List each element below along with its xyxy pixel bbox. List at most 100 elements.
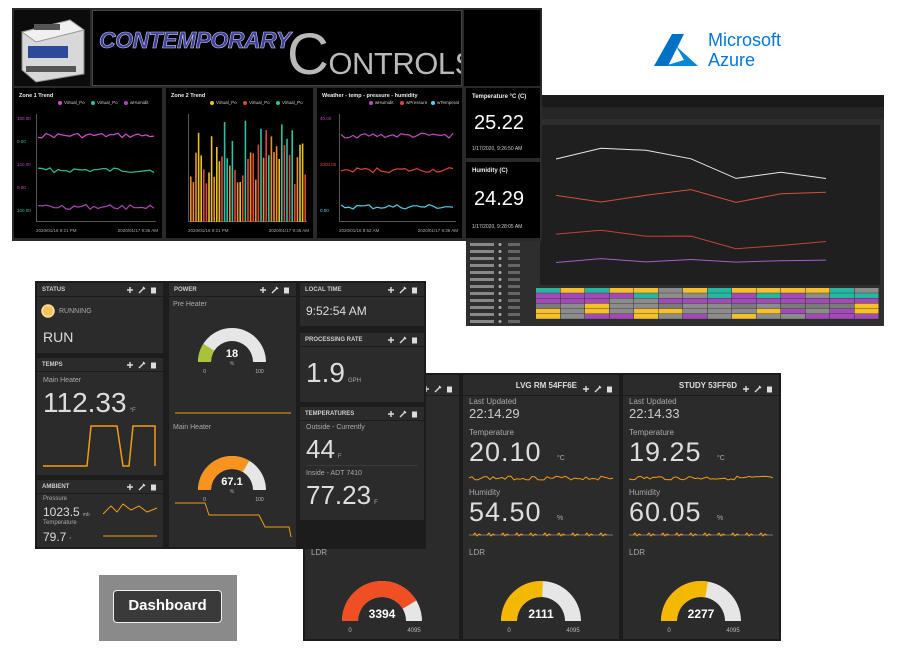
gauge-unit: % [230,361,235,367]
trend-bar [294,184,296,222]
reading-time: 1/17/2020, 9:26:50 AM [472,146,523,152]
timeline-cell [781,308,805,314]
chart-bg [540,125,880,285]
timeline-cell [560,288,585,293]
reading-label: Last Updated [469,397,517,406]
add-icon [127,287,133,293]
timeline-cell [854,303,879,309]
timeline-cell [854,288,879,293]
reading-value: 54.50 [469,497,542,527]
trend-bar [265,130,267,222]
legend-swatch [124,101,128,105]
widget-title-text: LOCAL TIME [305,287,342,293]
reading-card: Temperature °C (C) 25.22 1/17/2020, 9:26… [466,88,540,158]
timeline-cell [536,303,560,309]
legend-label: wTemperat [437,100,460,105]
reading: 79.7 ° [43,528,71,546]
timeline-cell [756,308,781,314]
sparkline [102,503,158,537]
device-row [470,250,494,253]
reading-unit: % [557,515,564,522]
trend-line [37,167,155,174]
timeline-cell [634,303,658,309]
trend-bar [273,152,275,222]
delete-icon [412,337,417,344]
trend-bar [257,144,260,222]
nav-bar [466,107,884,119]
trend-bar [249,152,252,222]
reading-unit: ° [69,537,72,543]
temperature-trace [468,475,614,481]
timeline-cell [536,308,560,314]
timeline-cell [560,308,585,314]
timeline-cell [707,303,732,309]
trend-bar [299,144,301,222]
widget-title: LOCAL TIME [300,283,424,297]
trend-bar [197,132,200,222]
edit-icon [271,286,279,294]
room-header: STUDY 53FF6D [623,375,779,396]
x-label: 2020/01/17 9:36 AM [417,228,458,233]
trend-bar [231,140,234,222]
reading-unit: % [717,515,724,522]
reading-value: 19.25 [629,437,702,467]
timeline-cell [585,308,609,314]
reading-label: Temperature [43,520,77,526]
reading-label: Temperature [629,428,674,437]
timeline-cell [658,298,683,304]
x-label: 2020/01/16 9:21 PM [36,228,77,233]
azure-line [555,189,827,203]
timeline-cell [609,303,634,309]
widget-title: TEMPS [37,358,163,372]
trend-line [340,204,454,210]
legend-label: wHumidit [130,100,149,105]
trend-plot [339,114,456,222]
azure-product: Azure [708,50,756,70]
timeline-cell [560,303,585,309]
timeline-cell [732,293,756,298]
gauge-value: 18 [226,348,238,360]
timeline-cell [732,303,756,309]
timeline-cell [536,314,560,319]
device-status [498,299,502,302]
y-label: 0.00 [17,185,26,190]
reading-card: Humidity (C) 24.29 1/17/2020, 9:28:05 AM [466,162,540,238]
power-widget: POWER Pre Heater Main Heater 18% 0 100 67.1… [169,283,296,547]
trend-card: Zone 1 Trend Virtual_Po Virtual_Po wHumidit… [14,88,162,238]
device-row [470,285,494,288]
gauge-value: 67.1 [221,476,242,488]
device-status [498,306,502,309]
gauge: 3394 0 4095 [342,580,422,634]
device-row [470,243,494,246]
trend-bar [244,120,247,222]
legend-label: Virtual_Po [282,100,303,105]
trend-title: Zone 2 Trend [171,93,206,99]
gauge-min: 0 [348,628,352,634]
timeline-cell [732,298,756,304]
dashboard-plant: STATUS RUNNING RUN TEMPS Main Heater 112… [35,281,426,549]
device-status [498,257,502,260]
gauge-value-arc [342,581,417,621]
gauge-min: 0 [667,628,671,634]
widget-icons [125,285,159,295]
timeline-cell [781,298,805,304]
delete-icon [767,386,772,393]
device-action [508,278,520,281]
button-frame: Dashboard [99,575,237,641]
trend-bar [234,170,236,222]
reading-value: 1.9 [306,357,345,388]
timeline-cell [707,293,732,298]
room-title: LVG RM 54FF6E [515,381,577,390]
widget-title-text: AMBIENT [42,484,70,490]
trend-bar [208,172,210,222]
legend-label: Virtual_Po [64,100,85,105]
dashboard-button[interactable]: Dashboard [113,590,222,623]
x-label: 2020/01/16 9:21 PM [188,228,229,233]
device-action [508,250,520,253]
updated-time: 22:14.29 [469,406,520,421]
edit-icon [594,385,602,393]
trend-plot [36,114,156,222]
delete-icon [284,287,289,294]
timeline-cell [560,298,585,304]
device-status [498,285,502,288]
